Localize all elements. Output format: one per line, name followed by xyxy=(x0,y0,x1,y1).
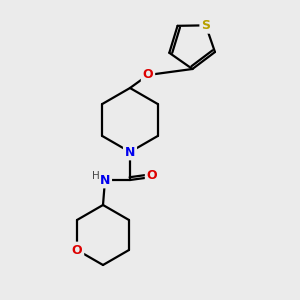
Text: N: N xyxy=(125,146,135,158)
Text: S: S xyxy=(201,19,210,32)
Text: O: O xyxy=(147,169,157,182)
Text: O: O xyxy=(143,68,153,82)
Text: O: O xyxy=(72,244,82,256)
Text: N: N xyxy=(100,173,110,187)
Text: H: H xyxy=(92,171,100,181)
